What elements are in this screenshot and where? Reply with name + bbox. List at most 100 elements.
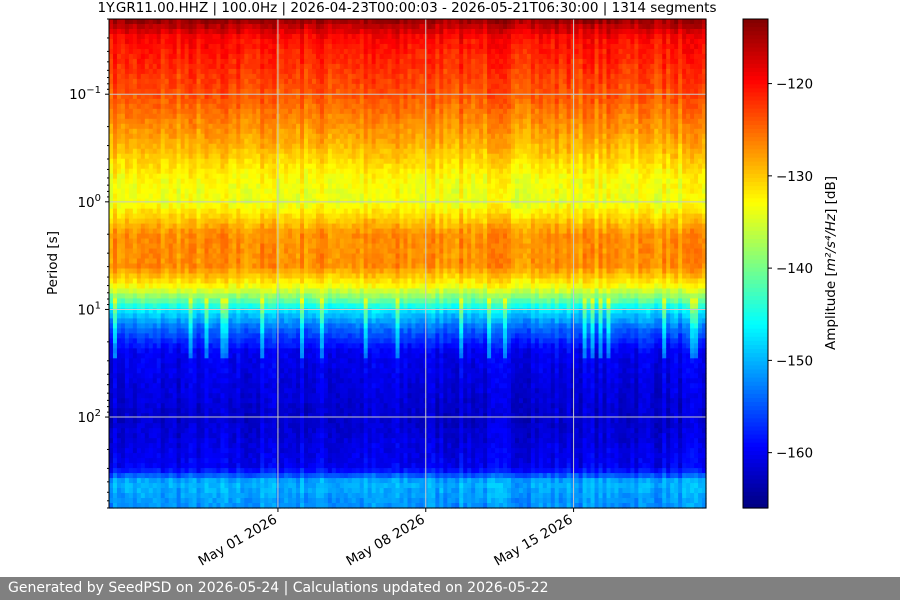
heatmap-cell: [204, 363, 210, 369]
heatmap-cell: [116, 83, 122, 90]
heatmap-cell: [192, 418, 198, 424]
heatmap-cell: [116, 368, 122, 374]
heatmap-cell: [304, 118, 309, 125]
heatmap-cell: [140, 438, 146, 444]
heatmap-cell: [116, 188, 122, 195]
heatmap-cell: [124, 173, 130, 180]
heatmap-cell: [160, 153, 166, 160]
heatmap-cell: [200, 93, 206, 100]
heatmap-cell: [284, 323, 289, 329]
heatmap-cell: [212, 453, 218, 459]
heatmap-cell: [228, 33, 233, 40]
heatmap-cell: [132, 393, 138, 399]
heatmap-cell: [144, 113, 150, 120]
heatmap-cell: [164, 328, 170, 334]
heatmap-cell: [252, 318, 257, 324]
heatmap-cell: [136, 123, 142, 130]
heatmap-cell: [228, 53, 233, 60]
heatmap-cell: [144, 318, 150, 324]
heatmap-cell: [124, 208, 130, 215]
heatmap-cell: [232, 173, 237, 180]
heatmap-cell: [116, 418, 122, 424]
heatmap-cell: [204, 133, 210, 140]
heatmap-cell: [120, 133, 126, 140]
heatmap-cell: [140, 153, 146, 160]
heatmap-cell: [112, 398, 118, 404]
heatmap-cell: [208, 438, 214, 444]
heatmap-cell: [148, 498, 154, 504]
heatmap-cell: [136, 83, 142, 90]
heatmap-cell: [248, 273, 253, 280]
heatmap-cell: [152, 58, 158, 65]
heatmap-cell: [109, 478, 114, 484]
heatmap-cell: [212, 438, 218, 444]
heatmap-cell: [184, 188, 190, 195]
heatmap-cell: [280, 83, 285, 90]
heatmap-cell: [124, 428, 130, 434]
heatmap-cell: [252, 133, 257, 140]
heatmap-cell: [308, 98, 313, 105]
heatmap-cell: [308, 43, 313, 50]
heatmap-cell: [109, 19, 114, 25]
heatmap-cell: [284, 163, 289, 170]
heatmap-cell: [272, 208, 277, 215]
heatmap-cell: [308, 413, 313, 419]
heatmap-cell: [260, 438, 265, 444]
heatmap-cell: [116, 153, 122, 160]
heatmap-cell: [264, 58, 269, 65]
heatmap-cell: [128, 233, 134, 240]
heatmap-cell: [284, 153, 289, 160]
heatmap-cell: [116, 233, 122, 240]
heatmap-cell: [208, 258, 214, 265]
heatmap-cell: [216, 88, 222, 95]
heatmap-cell: [260, 493, 265, 499]
heatmap-cell: [212, 288, 218, 295]
heatmap-cell: [248, 113, 253, 120]
heatmap-cell: [296, 33, 301, 40]
heatmap-cell: [276, 253, 281, 260]
heatmap-cell: [304, 38, 309, 45]
heatmap-cell: [168, 128, 174, 135]
heatmap-cell: [284, 488, 289, 494]
heatmap-cell: [176, 253, 182, 260]
heatmap-cell: [236, 468, 241, 474]
heatmap-cell: [140, 173, 146, 180]
heatmap-cell: [256, 428, 261, 434]
heatmap-cell: [252, 233, 257, 240]
heatmap-cell: [200, 333, 206, 339]
heatmap-cell: [200, 493, 206, 499]
heatmap-cell: [136, 98, 142, 105]
heatmap-cell: [212, 498, 218, 504]
heatmap-cell: [172, 398, 178, 404]
heatmap-cell: [140, 58, 146, 65]
heatmap-cell: [196, 253, 202, 260]
heatmap-cell: [244, 33, 249, 40]
heatmap-cell: [252, 63, 257, 70]
heatmap-cell: [188, 208, 194, 215]
heatmap-cell: [200, 313, 206, 319]
heatmap-cell: [280, 133, 285, 140]
heatmap-cell: [132, 28, 138, 35]
heatmap-cell: [300, 193, 305, 200]
heatmap-cell: [196, 78, 202, 85]
heatmap-cell: [148, 208, 154, 215]
heatmap-cell: [168, 218, 174, 225]
heatmap-cell: [168, 398, 174, 404]
heatmap-cell: [124, 403, 130, 409]
heatmap-cell: [128, 378, 134, 384]
heatmap-cell: [204, 433, 210, 439]
heatmap-cell: [208, 123, 214, 130]
heatmap-cell: [220, 438, 226, 444]
heatmap-cell: [284, 263, 289, 270]
heatmap-cell: [292, 33, 297, 40]
heatmap-cell: [184, 58, 190, 65]
heatmap-cell: [208, 228, 214, 235]
heatmap-cell: [148, 453, 154, 459]
heatmap-cell: [200, 203, 206, 210]
heatmap-cell: [184, 83, 190, 90]
heatmap-cell: [288, 28, 293, 35]
heatmap-cell: [264, 218, 269, 225]
heatmap-cell: [200, 33, 206, 40]
heatmap-cell: [284, 88, 289, 95]
heatmap-cell: [284, 19, 289, 25]
